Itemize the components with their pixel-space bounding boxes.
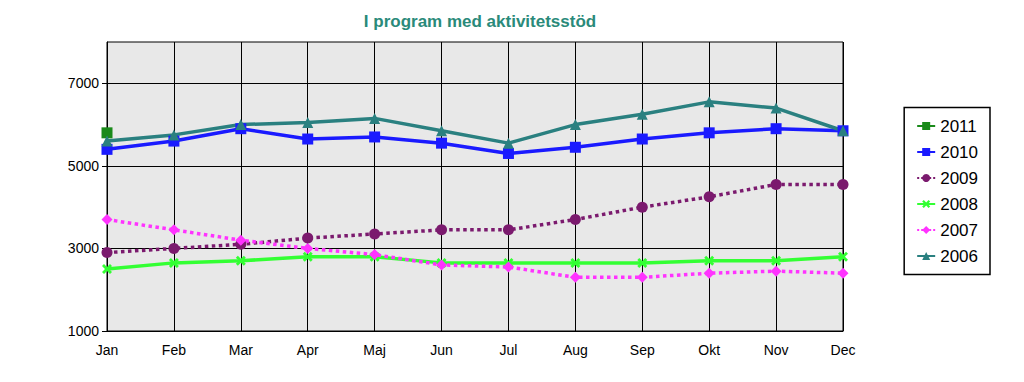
svg-text:2006: 2006 <box>940 247 978 266</box>
svg-text:2007: 2007 <box>940 221 978 240</box>
svg-text:Apr: Apr <box>297 342 319 358</box>
svg-text:7000: 7000 <box>68 75 99 91</box>
svg-text:1000: 1000 <box>68 323 99 339</box>
svg-text:Okt: Okt <box>698 342 720 358</box>
svg-text:Sep: Sep <box>630 342 655 358</box>
svg-text:Mar: Mar <box>229 342 253 358</box>
svg-text:Jan: Jan <box>96 342 119 358</box>
svg-text:Dec: Dec <box>831 342 856 358</box>
svg-text:5000: 5000 <box>68 158 99 174</box>
svg-text:2009: 2009 <box>940 169 978 188</box>
svg-text:Nov: Nov <box>764 342 789 358</box>
svg-text:Aug: Aug <box>563 342 588 358</box>
svg-text:Maj: Maj <box>363 342 386 358</box>
svg-text:Feb: Feb <box>162 342 186 358</box>
svg-text:2011: 2011 <box>940 117 977 136</box>
svg-text:Jun: Jun <box>430 342 453 358</box>
svg-text:3000: 3000 <box>68 240 99 256</box>
svg-text:Jul: Jul <box>500 342 518 358</box>
svg-text:I program med aktivitetsstöd: I program med aktivitetsstöd <box>364 12 596 31</box>
svg-text:2010: 2010 <box>940 143 978 162</box>
svg-text:2008: 2008 <box>940 195 978 214</box>
